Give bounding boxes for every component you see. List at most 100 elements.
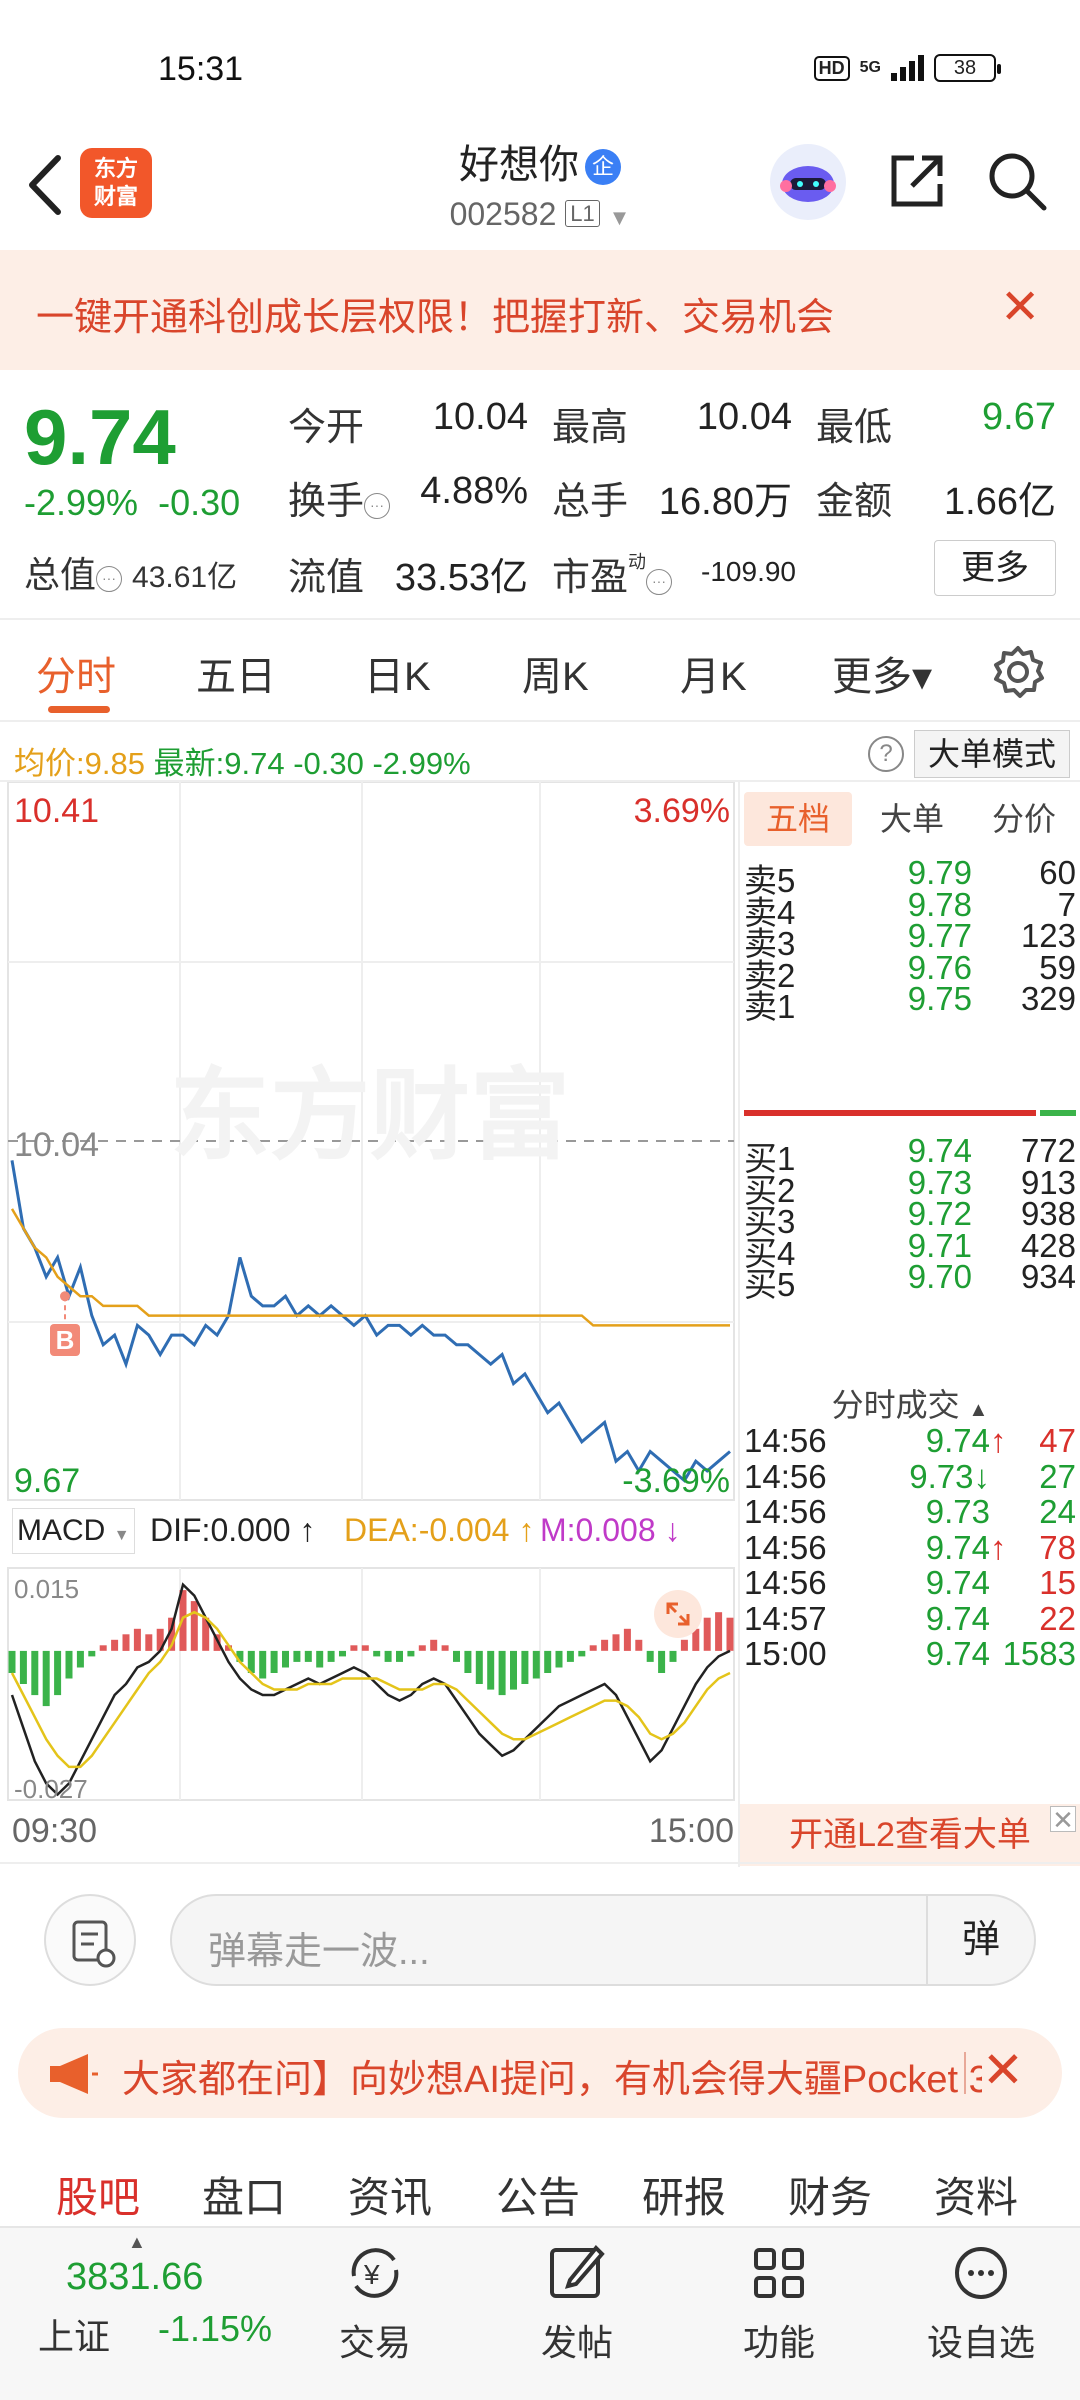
ai-promo-banner[interactable]: 大家都在问】向妙想AI提问，有机会得大疆Pocket 3！ ✕ bbox=[18, 2028, 1062, 2118]
hd-icon: HD bbox=[813, 55, 850, 81]
info-icon[interactable]: ··· bbox=[646, 569, 673, 595]
avg-price-line bbox=[10, 1208, 730, 1327]
watermark: 东方财富 bbox=[170, 1060, 570, 1172]
ask-row[interactable]: 卖5 9.79 60 bbox=[740, 854, 1080, 902]
big-order-mode-button[interactable]: 大单模式 bbox=[914, 730, 1070, 778]
ask-row[interactable]: 卖3 9.77 123 bbox=[740, 917, 1080, 965]
index-value[interactable]: 3831.66 bbox=[66, 2256, 204, 2298]
bid-label: 买1 bbox=[744, 1140, 796, 1177]
macd-bar bbox=[361, 1645, 369, 1651]
barrage-send-button[interactable]: 弹 bbox=[926, 1896, 1034, 1984]
tab-monthly-k[interactable]: 月K bbox=[680, 655, 747, 699]
tab-profile[interactable]: 资料 bbox=[934, 2174, 1019, 2221]
barrage-settings-icon[interactable] bbox=[44, 1894, 136, 1986]
macd-bar bbox=[441, 1645, 449, 1651]
close-icon[interactable]: ✕ bbox=[982, 2042, 1024, 2098]
bid-row[interactable]: 买4 9.71 428 bbox=[740, 1227, 1080, 1275]
dea-line bbox=[10, 1610, 731, 1769]
l2-upgrade-banner[interactable]: 开通L2查看大单 ✕ bbox=[740, 1804, 1080, 1866]
divider bbox=[964, 2052, 966, 2094]
ask-vol: 329 bbox=[1020, 980, 1076, 1017]
float-value: 33.53亿 bbox=[394, 557, 528, 599]
expand-icon[interactable] bbox=[654, 1590, 702, 1638]
trade-vol: 1583 bbox=[1002, 1635, 1076, 1672]
tab-big-orders[interactable]: 大单 bbox=[879, 801, 944, 837]
amount-label: 金额 bbox=[816, 481, 893, 523]
trade-price: 9.74 bbox=[925, 1599, 990, 1637]
tab-pankou[interactable]: 盘口 bbox=[202, 2174, 287, 2221]
stock-title[interactable]: 好想你企 bbox=[0, 132, 1080, 190]
ask-row[interactable]: 卖4 9.78 7 bbox=[740, 886, 1080, 934]
search-icon[interactable] bbox=[984, 148, 1050, 219]
share-icon[interactable] bbox=[884, 148, 950, 219]
tab-price-split[interactable]: 分价 bbox=[991, 801, 1056, 837]
tab-announcements[interactable]: 公告 bbox=[496, 2174, 581, 2221]
tab-five-day[interactable]: 五日 bbox=[196, 655, 276, 699]
ask-price: 9.76 bbox=[907, 948, 972, 986]
close-icon[interactable]: ✕ bbox=[1000, 281, 1041, 334]
nav-post[interactable]: 发帖 bbox=[512, 2238, 642, 2366]
nav-functions[interactable]: 功能 bbox=[714, 2238, 844, 2366]
high-value: 10.04 bbox=[696, 396, 792, 438]
gear-icon[interactable] bbox=[990, 644, 1046, 705]
close-icon[interactable]: ✕ bbox=[1050, 1806, 1076, 1833]
intraday-chart[interactable]: 东方财富 10.41 3.69% 10.04 9.67 -3.69% B MAC… bbox=[0, 781, 738, 1862]
bid-row[interactable]: 买2 9.73 913 bbox=[740, 1164, 1080, 1212]
turnover-label: 换手 ··· bbox=[288, 470, 391, 525]
enterprise-badge: 企 bbox=[585, 149, 621, 185]
macd-bar bbox=[646, 1650, 654, 1662]
m-value: M:0.008 ↓ bbox=[540, 1512, 681, 1548]
pe-value: -109.90 bbox=[701, 556, 796, 587]
help-icon[interactable]: ? bbox=[868, 736, 904, 772]
macd-bar bbox=[555, 1650, 563, 1668]
back-icon[interactable] bbox=[18, 150, 78, 220]
active-tab-indicator bbox=[48, 706, 110, 713]
tab-daily-k[interactable]: 日K bbox=[364, 655, 431, 699]
logo-line2: 财富 bbox=[93, 184, 138, 209]
divider bbox=[0, 618, 1080, 620]
signal-icon bbox=[891, 55, 924, 81]
buy-marker[interactable]: B bbox=[50, 1324, 80, 1356]
barrage-input[interactable]: 弹幕走一波... 弹 bbox=[170, 1894, 1036, 1986]
macd-bar bbox=[418, 1645, 426, 1651]
prev-close-label: 10.04 bbox=[14, 1126, 100, 1164]
avg-latest-line: 均价:9.85 最新:9.74 -0.30 -2.99% bbox=[14, 746, 471, 781]
tab-research[interactable]: 研报 bbox=[642, 2174, 727, 2221]
info-icon[interactable]: ··· bbox=[96, 566, 123, 592]
float-label: 流值 bbox=[288, 557, 365, 599]
total-value-label: 总值 bbox=[24, 554, 97, 595]
tab-five-level[interactable]: 五档 bbox=[744, 792, 852, 846]
promo-text: 一键开通科创成长层权限！把握打新、交易机会 bbox=[36, 297, 835, 339]
trade-vol: 78 bbox=[1039, 1528, 1076, 1566]
bid-row[interactable]: 买1 9.74 772 bbox=[740, 1132, 1080, 1180]
nav-add-watchlist[interactable]: 设自选 bbox=[916, 2238, 1046, 2366]
nav-trade[interactable]: ¥ 交易 bbox=[310, 2238, 440, 2366]
status-bar: 15:31 HD 5G 38 bbox=[0, 0, 1080, 120]
macd-bar bbox=[601, 1639, 609, 1651]
macd-bar bbox=[726, 1617, 734, 1651]
bid-row[interactable]: 买3 9.72 938 bbox=[740, 1195, 1080, 1243]
bid-row[interactable]: 买5 9.70 934 bbox=[740, 1258, 1080, 1306]
ask-row[interactable]: 卖1 9.75 329 bbox=[740, 980, 1080, 1028]
tab-news[interactable]: 资讯 bbox=[348, 2174, 433, 2221]
ask-row[interactable]: 卖2 9.76 59 bbox=[740, 949, 1080, 997]
tab-more[interactable]: 更多▾ bbox=[832, 655, 933, 699]
macd-bar bbox=[487, 1650, 495, 1690]
promo-banner[interactable]: 一键开通科创成长层权限！把握打新、交易机会 ✕ bbox=[0, 250, 1080, 370]
tab-finance[interactable]: 财务 bbox=[788, 2174, 873, 2221]
stock-code-selector[interactable]: 002582 L1 ▼ bbox=[0, 196, 1080, 233]
macd-bar bbox=[692, 1628, 700, 1651]
macd-selector[interactable]: MACD ▼ bbox=[12, 1508, 135, 1554]
ai-assistant-icon[interactable] bbox=[770, 144, 846, 220]
edit-icon bbox=[542, 2238, 612, 2308]
order-book-panel: 五档 大单 分价 卖5 9.79 60 卖4 9.78 7 卖3 9.77 123 卖2 9.76 5… bbox=[738, 782, 1080, 1867]
dif-line bbox=[10, 1582, 731, 1797]
macd-bar bbox=[76, 1650, 84, 1668]
tab-weekly-k[interactable]: 周K bbox=[522, 655, 589, 699]
tab-intraday[interactable]: 分时 bbox=[36, 655, 116, 699]
more-circle-icon bbox=[946, 2238, 1016, 2308]
tab-guba[interactable]: 股吧 bbox=[56, 2174, 141, 2221]
info-icon[interactable]: ··· bbox=[364, 493, 391, 519]
more-button[interactable]: 更多 bbox=[934, 540, 1056, 596]
trades-title[interactable]: 分时成交 ▲ bbox=[831, 1387, 989, 1423]
